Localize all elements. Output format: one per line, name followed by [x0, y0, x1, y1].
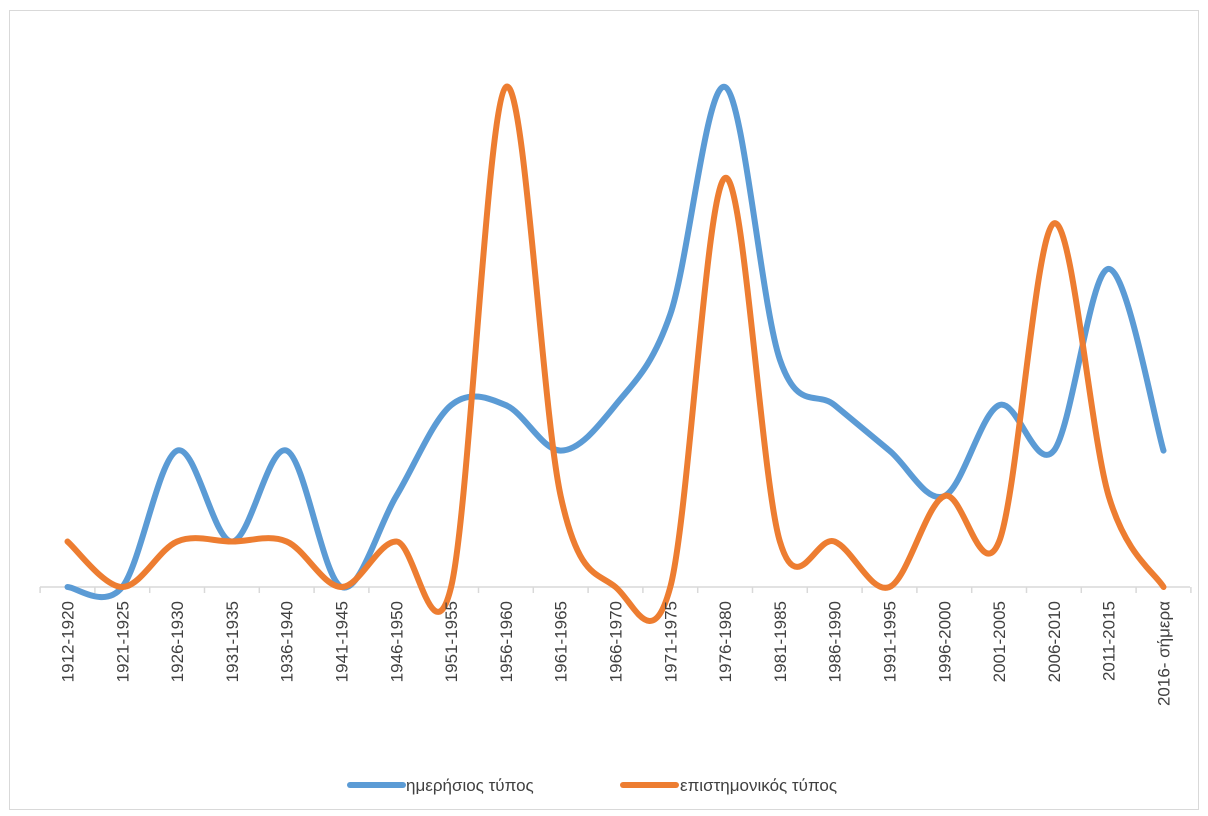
x-tick-label: 1946-1950	[387, 601, 406, 682]
chart-area	[9, 10, 1199, 810]
x-tick-label: 1921-1925	[113, 601, 132, 682]
x-tick-label: 1966-1970	[607, 601, 626, 682]
x-tick-label: 2006-2010	[1045, 601, 1064, 682]
series-line-1	[64, 84, 1167, 601]
x-tick-label: 1936-1940	[278, 601, 297, 682]
series-layer	[64, 83, 1167, 624]
x-tick-label: 1912-1920	[59, 601, 78, 682]
x-tick-label: 1986-1990	[826, 601, 845, 682]
x-tick-label: 1996-2000	[935, 601, 954, 682]
x-tick-label: 1971-1975	[661, 601, 680, 682]
x-tick-label: 2011-2015	[1100, 601, 1119, 681]
x-tick-label: 1976-1980	[716, 601, 735, 682]
x-tick-label: 1991-1995	[881, 601, 900, 682]
legend-item: ημερήσιος τύπος	[347, 776, 534, 795]
x-tick-label: 1951-1955	[442, 601, 461, 682]
series-line-2	[64, 83, 1167, 624]
legend-item: επιστημονικός τύπος	[620, 776, 837, 795]
legend-label: ημερήσιος τύπος	[406, 776, 534, 795]
x-tick-labels: 1912-1920 1921-1925 1926-1930 1931-1935 1936…	[59, 601, 1174, 706]
x-tick-label: 2016- σήμερα	[1155, 601, 1174, 706]
legend-label: επιστημονικός τύπος	[680, 776, 837, 795]
x-tick-label: 1941-1945	[333, 601, 352, 682]
x-tick-label: 1981-1985	[771, 601, 790, 682]
x-tick-label: 1931-1935	[223, 601, 242, 682]
legend: ημερήσιος τύπος επιστημονικός τύπος	[347, 776, 837, 795]
x-tick-label: 1956-1960	[497, 601, 516, 682]
x-tick-label: 1926-1930	[168, 601, 187, 682]
x-tick-label: 2001-2005	[990, 601, 1009, 682]
x-tick-label: 1961-1965	[552, 601, 571, 682]
